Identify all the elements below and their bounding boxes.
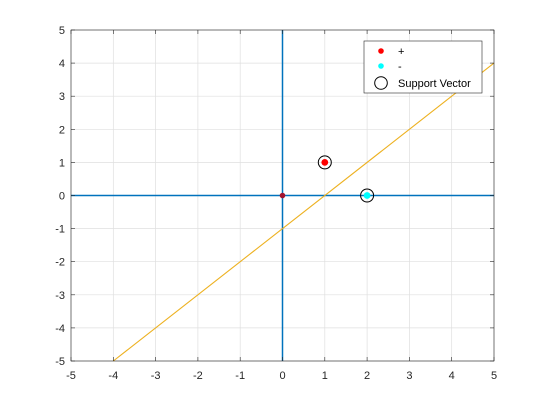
legend-label: + (398, 46, 404, 58)
y-tick-labels: -5 -4 -3 -2 -1 0 1 2 3 4 5 (55, 25, 65, 368)
legend-marker-positive (378, 48, 384, 54)
x-tick-label: 0 (279, 370, 285, 382)
legend-marker-negative (378, 63, 384, 69)
legend-marker-support-vector (374, 76, 388, 90)
y-tick-label: 5 (59, 25, 65, 37)
support-vector-marker (317, 155, 332, 170)
legend-label: Support Vector (398, 78, 471, 90)
x-tick-label: 4 (449, 370, 455, 382)
y-tick-label: -5 (55, 356, 65, 368)
y-tick-label: -4 (55, 323, 65, 335)
y-tick-label: 2 (59, 124, 65, 136)
x-tick-label: -4 (108, 370, 118, 382)
x-tick-label: 3 (406, 370, 412, 382)
y-tick-label: 0 (59, 191, 65, 203)
decision-boundary-group (112, 62, 495, 362)
support-vector-marker (360, 188, 375, 203)
positive-class-point (321, 159, 329, 166)
decision-boundary-line (112, 62, 495, 362)
legend-label: - (398, 61, 402, 73)
y-tick-label: -3 (55, 290, 65, 302)
negative-class-point (363, 192, 371, 199)
y-tick-label: -2 (55, 257, 65, 269)
y-tick-label: 1 (59, 157, 65, 169)
x-tick-label: -5 (66, 370, 76, 382)
x-tick-label: -1 (235, 370, 245, 382)
ticks (70, 29, 495, 362)
y-tick-label: 4 (59, 58, 65, 70)
x-tick-labels: -5 -4 -3 -2 -1 0 1 2 3 4 5 (66, 370, 497, 382)
data-points (279, 155, 375, 203)
y-tick-label: 3 (59, 91, 65, 103)
legend: + - Support Vector (363, 40, 483, 94)
y-tick-label: -1 (55, 224, 65, 236)
x-tick-label: 5 (491, 370, 497, 382)
x-tick-label: -2 (193, 370, 203, 382)
x-tick-label: 1 (322, 370, 328, 382)
origin-point (279, 192, 286, 199)
x-tick-label: -3 (151, 370, 161, 382)
x-tick-label: 2 (364, 370, 370, 382)
legend-box (363, 40, 483, 94)
